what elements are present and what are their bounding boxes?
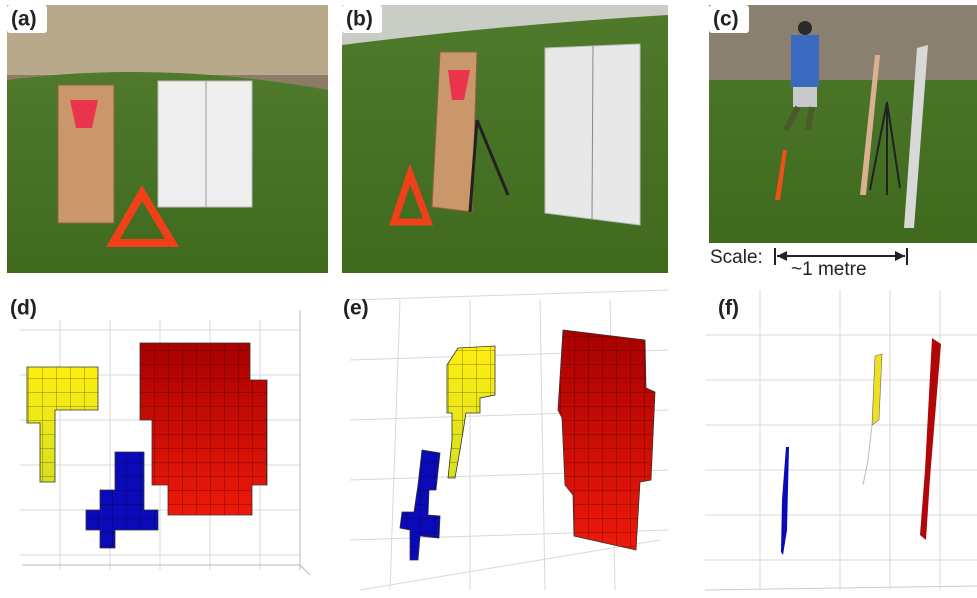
render-d (20, 310, 310, 575)
scale-label: Scale: (710, 247, 763, 268)
panel-label: (a) (11, 8, 37, 31)
panel-label: (f) (718, 297, 739, 320)
render-f (705, 290, 977, 590)
photo-c (709, 5, 977, 243)
panel-label: (d) (10, 297, 37, 320)
panel-label: (b) (346, 8, 373, 31)
panel-label: (e) (343, 297, 369, 320)
photo-b (342, 5, 668, 273)
scale-length: ~1 metre (791, 259, 867, 280)
photo-a (7, 5, 328, 273)
figure: Scale: ~1 metre (a) (b) (c) (d) (e) (f) (0, 0, 977, 598)
panel-label: (c) (713, 8, 739, 31)
render-e (350, 290, 668, 590)
